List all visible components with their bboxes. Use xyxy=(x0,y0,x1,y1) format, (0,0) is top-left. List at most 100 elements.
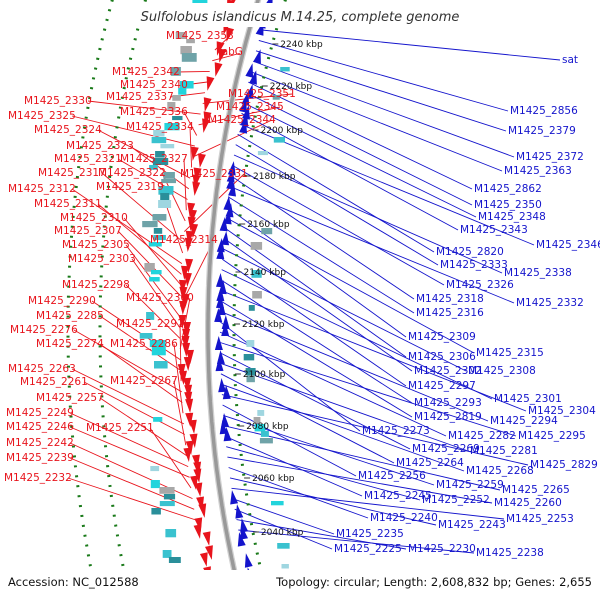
gene-label-reverse: M1425_2348 xyxy=(478,211,546,223)
gene-label-reverse: M1425_2819 xyxy=(414,411,482,423)
scale-tick-label: 2240 kbp xyxy=(280,40,323,50)
feature-box xyxy=(170,67,181,76)
forward-gene xyxy=(181,336,190,350)
feature-box xyxy=(152,214,167,221)
scale-tick-label: 2200 kbp xyxy=(261,126,304,136)
gene-label-reverse: M1425_2315 xyxy=(476,347,544,359)
feature-box xyxy=(163,494,176,500)
leader-line xyxy=(237,133,435,253)
feature-box xyxy=(250,242,263,250)
reverse-gene xyxy=(219,217,228,232)
feature-box xyxy=(163,172,175,179)
reverse-gene xyxy=(223,427,232,442)
leader-line xyxy=(232,165,445,286)
leader-line xyxy=(250,71,503,172)
gene-label-forward: M1425_2251 xyxy=(86,422,154,434)
feature-box xyxy=(160,193,170,201)
gene-label-reverse: M1425_2230 xyxy=(408,543,476,555)
reverse-gene xyxy=(244,553,253,568)
leader-line xyxy=(225,217,475,354)
forward-gene xyxy=(194,482,203,497)
leader-line xyxy=(212,51,245,62)
gene-label-reverse: M1425_2309 xyxy=(408,331,476,343)
leader-line xyxy=(227,196,415,314)
feature-box xyxy=(273,137,285,143)
feature-box xyxy=(149,340,166,348)
leader-line xyxy=(69,412,189,468)
feature-box xyxy=(142,221,158,228)
forward-gene xyxy=(226,27,235,42)
leader-line xyxy=(229,477,437,526)
dotted-guide-2 xyxy=(98,0,148,600)
leader-line xyxy=(230,175,415,300)
reverse-gene xyxy=(216,245,225,260)
forward-gene xyxy=(179,370,187,385)
gene-label-forward: M1425_2274 xyxy=(36,338,104,350)
gene-label-reverse: M1425_2253 xyxy=(506,513,574,525)
gene-label-forward: M1425_2305 xyxy=(62,239,130,251)
gene-label-reverse: M1425_2297 xyxy=(408,380,476,392)
gene-label-forward: M1425_2317 xyxy=(38,167,106,179)
gene-label-reverse: M1425_2302 xyxy=(414,365,482,377)
leader-line xyxy=(261,29,561,61)
gene-label-reverse: M1425_2306 xyxy=(408,351,476,363)
leader-line xyxy=(198,106,281,126)
gene-label-forward: M1425_2342 xyxy=(112,66,180,78)
leader-line xyxy=(243,102,477,218)
feature-box xyxy=(146,312,155,320)
gene-label-reverse: M1425_2293 xyxy=(414,397,482,409)
leader-line xyxy=(71,368,185,425)
scale-tick-label: 2060 kbp xyxy=(252,474,295,484)
topology-summary: Topology: circular; Length: 2,608,832 bp… xyxy=(275,575,592,589)
gene-label-forward: M1425_2351 xyxy=(228,88,296,100)
leader-line xyxy=(69,426,190,478)
forward-gene xyxy=(183,356,192,371)
reverse-gene xyxy=(217,301,226,316)
feature-box xyxy=(245,368,256,375)
gene-label-reverse: M1425_2281 xyxy=(470,445,538,457)
forward-gene xyxy=(185,412,194,427)
leader-line xyxy=(99,397,188,457)
feature-box xyxy=(153,228,163,234)
leader-line xyxy=(236,519,407,550)
gene-label-reverse: M1425_2304 xyxy=(528,405,596,417)
feature-box xyxy=(272,95,280,100)
gene-label-reverse: M1425_2343 xyxy=(460,224,528,236)
gene-label-reverse: M1425_2265 xyxy=(502,484,570,496)
gene-label-forward: M1425_2246 xyxy=(6,421,74,433)
gene-label-reverse: M1425_2346 xyxy=(536,239,600,251)
leader-line xyxy=(233,154,503,274)
leader-line xyxy=(235,144,439,266)
scale-tick-label: 2040 kbp xyxy=(261,528,304,538)
leader-line xyxy=(69,457,195,510)
forward-gene xyxy=(182,342,191,357)
gene-label-reverse: M1425_2308 xyxy=(468,365,536,377)
gene-label-forward: M1425_2324 xyxy=(34,124,102,136)
gene-label-forward: M1425_2323 xyxy=(66,140,134,152)
leader-line xyxy=(219,331,447,437)
forward-gene xyxy=(178,315,187,329)
leader-line xyxy=(221,394,529,466)
gene-label-forward: M1425_2310 xyxy=(60,212,128,224)
gene-label-forward: M1425_2314 xyxy=(150,234,218,246)
leader-line xyxy=(129,145,190,190)
feature-box xyxy=(167,102,176,110)
feature-box xyxy=(151,137,167,144)
feature-box xyxy=(243,354,255,361)
leader-line xyxy=(189,126,193,168)
gene-label-forward: M1425_2344 xyxy=(208,114,276,126)
gene-label-reverse: M1425_2238 xyxy=(476,547,544,559)
reverse-gene xyxy=(227,161,236,176)
gene-label-forward: M1425_2257 xyxy=(36,392,104,404)
reverse-gene xyxy=(223,196,232,211)
gene-label-reverse: M1425_2260 xyxy=(494,497,562,509)
gene-label-forward: M1425_2239 xyxy=(6,452,74,464)
feature-box xyxy=(260,431,269,437)
forward-gene xyxy=(183,272,192,287)
leader-line xyxy=(245,92,473,206)
feature-box xyxy=(253,417,261,424)
leader-line xyxy=(193,119,273,158)
feature-box xyxy=(144,263,155,272)
gene-label-reverse: M1425_2332 xyxy=(516,297,584,309)
